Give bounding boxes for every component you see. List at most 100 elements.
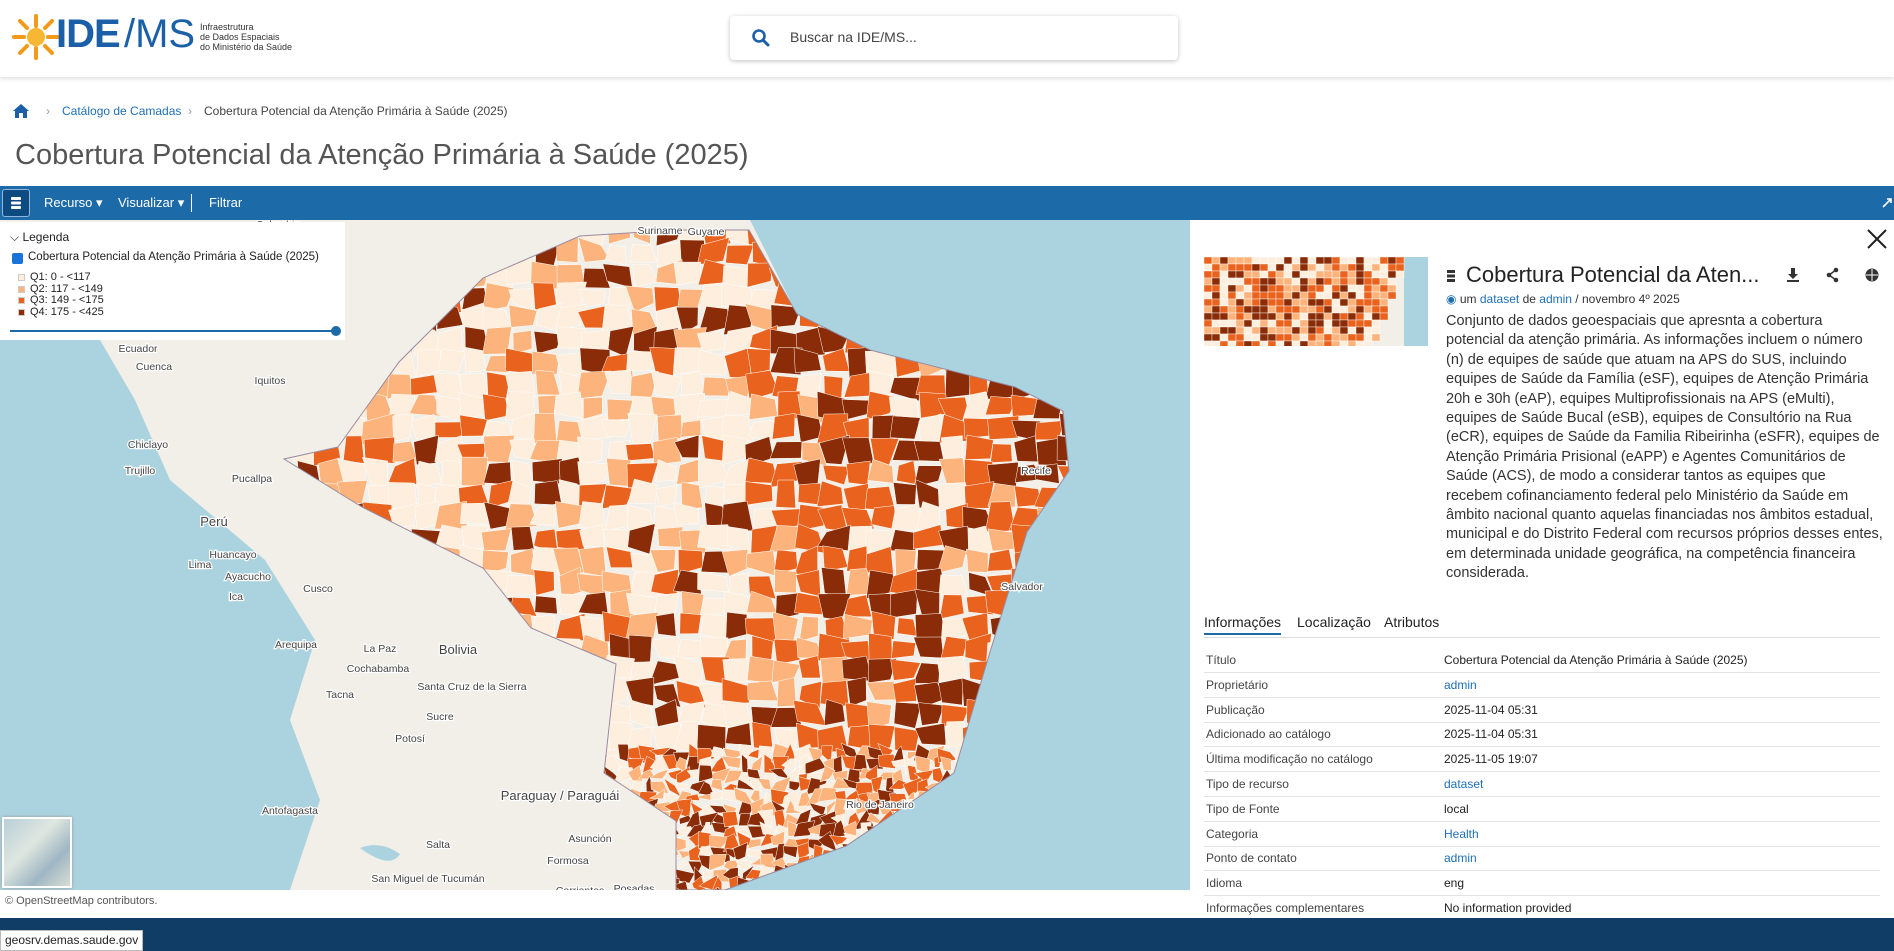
thumb-region <box>1339 257 1349 265</box>
thumb-region <box>1243 270 1253 279</box>
region <box>793 820 816 838</box>
region <box>627 478 658 504</box>
layers-button[interactable] <box>2 189 30 217</box>
thumb-region <box>1299 312 1309 321</box>
place-label: Bolivia <box>439 642 478 657</box>
meta-type[interactable]: dataset <box>1479 292 1520 306</box>
thumb-region <box>1323 333 1333 342</box>
region <box>641 755 659 776</box>
region <box>722 811 739 828</box>
detail-panel: Cobertura Potencial da Aten... ◉ um data… <box>1190 220 1894 921</box>
thumb-region <box>1219 263 1229 272</box>
tab[interactable]: Atributos <box>1384 614 1440 630</box>
slider-handle[interactable] <box>331 326 341 336</box>
basemap-switcher[interactable] <box>2 817 72 888</box>
thumb-region <box>1307 298 1317 307</box>
info-value: No information provided <box>1444 901 1572 915</box>
thumb-region <box>1299 284 1309 293</box>
thumb-region <box>1307 312 1317 321</box>
thumb-region <box>1363 333 1373 342</box>
attribution: © OpenStreetMap contributors. <box>5 895 158 907</box>
thumb-region <box>1379 305 1389 314</box>
opacity-slider[interactable] <box>10 330 336 332</box>
tab[interactable]: Localização <box>1297 614 1371 630</box>
region <box>649 346 677 380</box>
breadcrumb-link[interactable]: Catálogo de Camadas <box>62 104 182 118</box>
region <box>725 611 748 641</box>
region <box>1056 435 1069 462</box>
region <box>508 304 538 328</box>
thumb-region <box>1363 263 1373 272</box>
info-value: 2025-11-05 19:07 <box>1444 752 1538 767</box>
thumb-region <box>1211 263 1221 272</box>
thumb-region <box>1331 277 1341 286</box>
thumb-region <box>1299 270 1309 279</box>
search-box[interactable]: Buscar na IDE/MS... <box>730 16 1178 60</box>
region <box>673 502 699 525</box>
thumbnail[interactable] <box>1204 257 1428 346</box>
info-row: Tipo de Fonte local <box>1204 797 1880 822</box>
region <box>987 483 1016 508</box>
region <box>747 776 762 794</box>
thumb-region <box>1211 312 1221 321</box>
panel-actions[interactable] <box>1786 266 1886 284</box>
thumb-region <box>1323 305 1333 314</box>
thumb-region <box>1235 257 1245 265</box>
thumb-region <box>1204 340 1213 346</box>
meta-by: de <box>1522 292 1536 306</box>
thumb-region <box>1219 312 1229 321</box>
thumb-region <box>1347 340 1357 346</box>
tab-active[interactable]: Informações <box>1204 614 1282 635</box>
region <box>746 348 771 375</box>
thumb-region <box>1227 277 1237 286</box>
toolbar-button[interactable]: Visualizar ▾ <box>118 195 185 210</box>
region <box>415 460 442 489</box>
thumb-region <box>1339 333 1349 342</box>
toolbar-button[interactable]: Filtrar <box>209 195 243 210</box>
region <box>816 480 844 507</box>
thumb-region <box>1211 298 1221 307</box>
region <box>625 611 659 641</box>
region <box>533 569 555 596</box>
thumb-region <box>1235 305 1245 314</box>
thumb-region <box>1347 326 1357 335</box>
region <box>529 503 557 526</box>
thumb-region <box>1395 257 1405 265</box>
legend-checkbox[interactable] <box>12 253 23 264</box>
meta-owner[interactable]: admin <box>1539 292 1572 306</box>
close-button[interactable] <box>1866 228 1888 250</box>
info-value: 2025-11-04 05:31 <box>1444 702 1538 717</box>
region <box>649 768 670 780</box>
region <box>746 262 773 288</box>
thumb-region <box>1259 305 1269 314</box>
thumb-region <box>1339 277 1349 286</box>
thumb-region <box>1331 340 1341 346</box>
region <box>697 524 732 551</box>
thumb-region <box>1323 263 1333 272</box>
thumb-region <box>1275 270 1285 279</box>
info-row: Título Cobertura Potencial da Atenção Pri… <box>1204 648 1880 673</box>
thumb-region <box>1283 340 1293 346</box>
region <box>889 377 921 402</box>
region <box>990 443 1013 463</box>
place-label: Santa Cruz de la Sierra <box>417 681 526 693</box>
thumb-region <box>1371 305 1381 314</box>
home-icon[interactable] <box>12 103 30 119</box>
region <box>534 595 558 615</box>
expand-icon[interactable] <box>1880 196 1894 210</box>
region <box>627 523 656 555</box>
thumb-region <box>1347 284 1357 293</box>
region <box>721 549 749 577</box>
thumb-region <box>1275 340 1285 346</box>
region <box>655 459 677 482</box>
thumb-region <box>1204 319 1213 328</box>
place-label: Salta <box>426 839 450 851</box>
legend-title: ⌵ Legenda <box>10 230 70 244</box>
toolbar-button[interactable]: Recurso ▾ <box>44 195 103 210</box>
thumb-region <box>1267 257 1277 265</box>
thumb-region <box>1339 284 1349 293</box>
toolbar-label: Recurso <box>44 195 93 210</box>
place-label: Cusco <box>303 583 333 595</box>
place-label: Paraguay / Paraguái <box>501 788 620 803</box>
thumb-region <box>1371 326 1381 335</box>
